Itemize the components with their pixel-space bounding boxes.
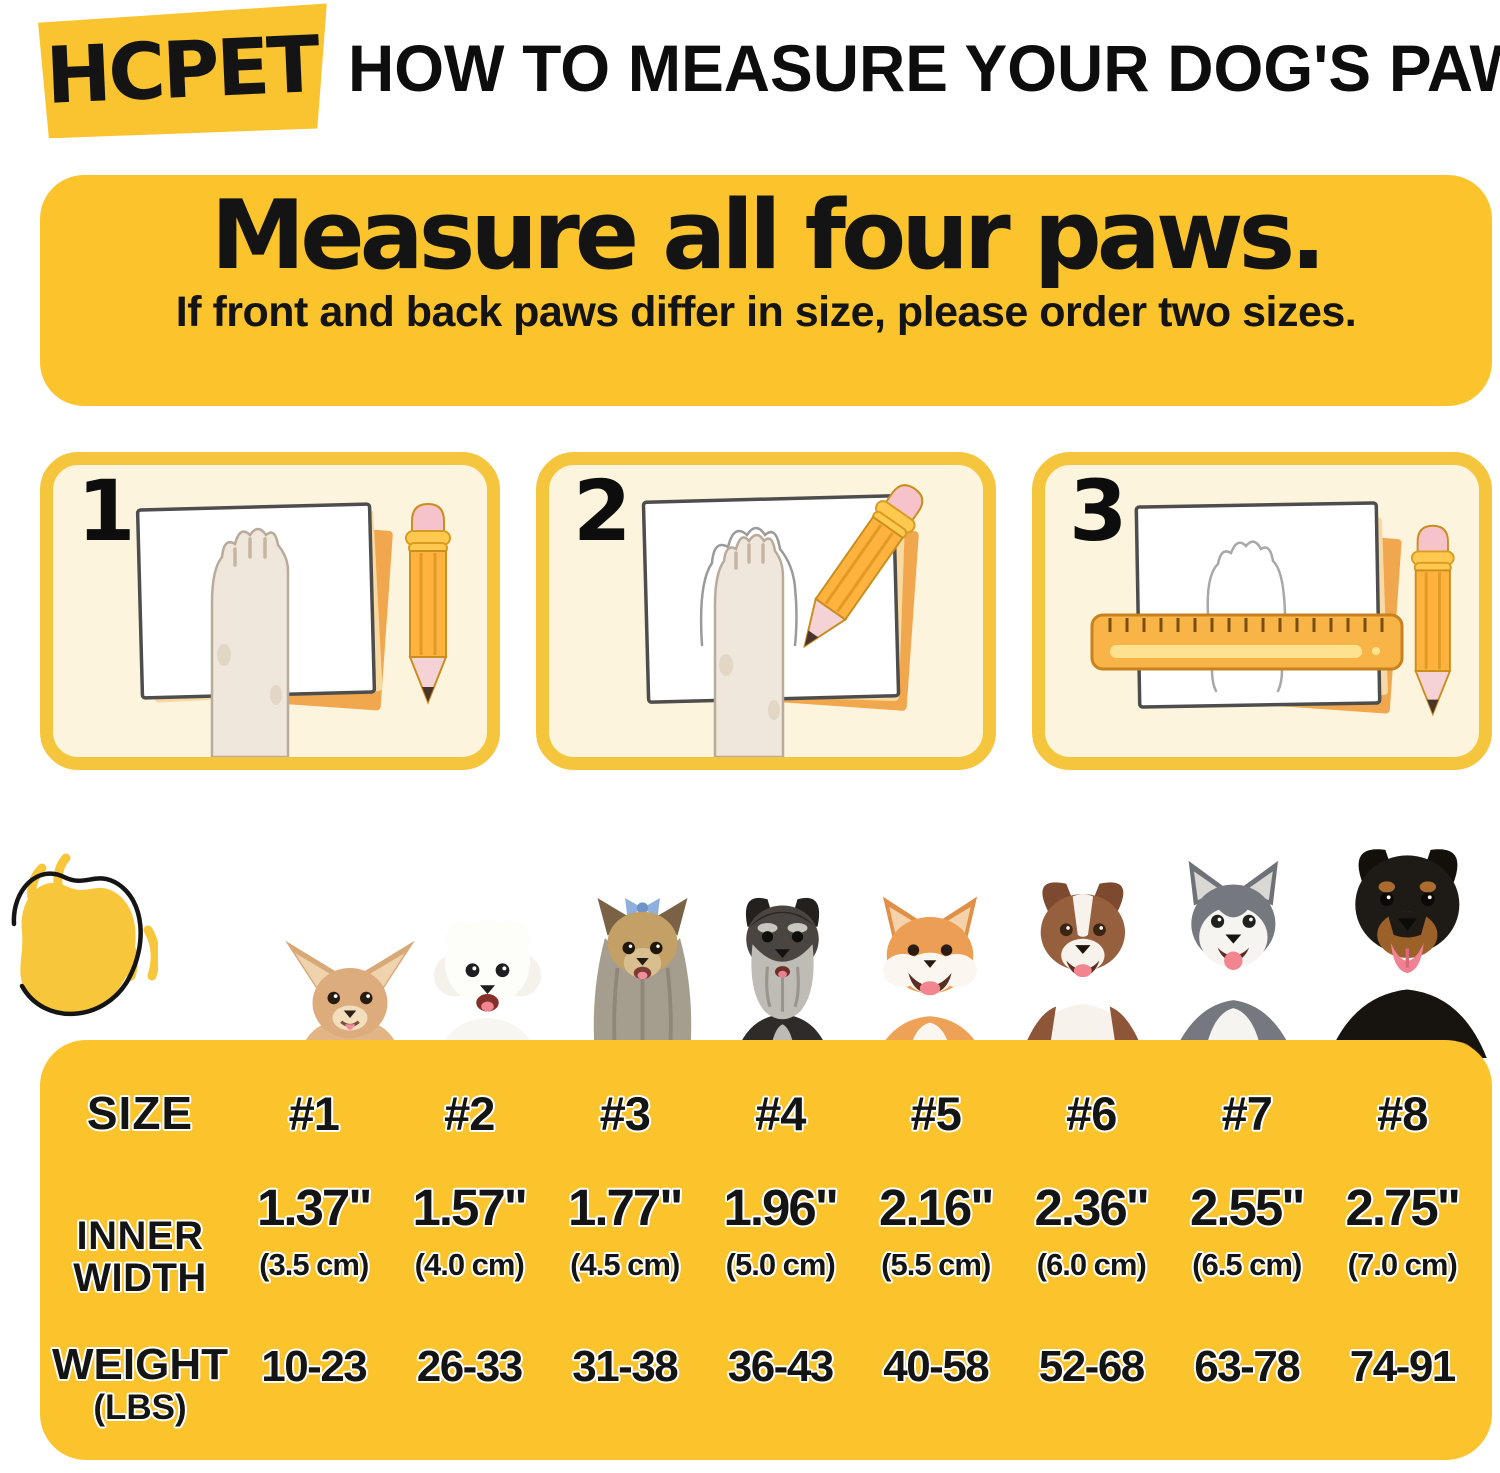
measuring-steps: 1 (40, 452, 1492, 770)
step-3-number: 3 (1069, 462, 1128, 560)
swoosh-decoration (11, 853, 158, 1017)
inner-width-value-3: 1.77" (4.5 cm) (568, 1179, 683, 1282)
inner-width-value-8: 2.75" (7.0 cm) (1345, 1179, 1461, 1282)
size-value-8: #8 (1377, 1086, 1428, 1140)
page-title: HOW TO MEASURE YOUR DOG'S PAWS (348, 31, 1500, 105)
hcpet-logo-text: HCPET (44, 20, 320, 122)
inner-width-value-1: 1.37" (3.5 cm) (257, 1179, 372, 1282)
inner-width-value-2: 1.57" (4.0 cm) (412, 1179, 528, 1282)
inner-width-value-7: 2.55" (6.5 cm) (1190, 1179, 1305, 1282)
size-value-2: #2 (444, 1086, 495, 1140)
size-value-5: #5 (910, 1086, 962, 1140)
dog-photo-bichon-frise (433, 920, 542, 1058)
paw-icon (210, 527, 290, 757)
dog-breed-lineup (0, 828, 1500, 1058)
inner-width-label-line1: INNER (76, 1214, 204, 1258)
weight-value-4: 36-43 (727, 1342, 835, 1391)
weight-value-5: 40-58 (883, 1342, 990, 1391)
weight-value-1: 10-23 (261, 1342, 368, 1391)
pencil-icon (803, 484, 924, 649)
step-1-illustration-paw-on-paper (135, 502, 451, 757)
dog-photo-australian-shepherd (1020, 882, 1146, 1058)
dog-photo-shiba-inu (875, 896, 985, 1057)
size-chart-table: SIZE #1 #2 #3 #4 #5 #6 #7 #8 INNER WIDTH… (40, 1040, 1492, 1460)
ruler-icon (1090, 613, 1404, 671)
step-1-number: 1 (77, 462, 136, 560)
measure-banner: Measure all four paws. If front and back… (40, 175, 1492, 406)
step-card-3: 3 (1032, 452, 1492, 770)
traced-outline (1206, 540, 1287, 693)
step-2-number: 2 (573, 462, 632, 560)
pencil-icon (405, 502, 451, 705)
traced-outline (699, 526, 798, 647)
step-3-illustration-measure-outline (1090, 501, 1455, 717)
hcpet-logo: HCPET (35, 3, 329, 138)
weight-value-6: 52-68 (1038, 1342, 1146, 1391)
step-card-2: 2 (536, 452, 996, 770)
weight-row-label: WEIGHT (LBS) (52, 1340, 228, 1428)
inner-width-label-line2: WIDTH (73, 1256, 207, 1300)
paper-stack-icon (1134, 501, 1402, 714)
dog-photo-yorkshire-terrier (593, 898, 692, 1058)
paw-icon (713, 533, 785, 757)
pencil-icon (1410, 524, 1455, 717)
banner-subheading: If front and back paws differ in size, p… (175, 287, 1357, 336)
step-card-1: 1 (40, 452, 500, 770)
weight-label-line2: (LBS) (93, 1388, 187, 1428)
weight-value-3: 31-38 (572, 1342, 679, 1391)
weight-value-7: 63-78 (1194, 1342, 1301, 1391)
weight-value-2: 26-33 (416, 1342, 524, 1391)
weight-label-line1: WEIGHT (52, 1340, 228, 1389)
banner-heading: Measure all four paws. (210, 181, 1327, 291)
inner-width-value-5: 2.16" (5.5 cm) (879, 1179, 994, 1282)
weight-value-8: 74-91 (1349, 1342, 1457, 1391)
size-value-4: #4 (755, 1086, 806, 1140)
dog-photo-miniature-schnauzer (735, 897, 830, 1057)
inner-width-value-4: 1.96" (5.0 cm) (723, 1179, 839, 1282)
inner-width-value-6: 2.36" (6.0 cm) (1034, 1179, 1150, 1282)
size-value-7: #7 (1221, 1086, 1273, 1140)
step-2-illustration-trace-paw (641, 484, 924, 757)
size-value-3: #3 (599, 1086, 651, 1140)
dog-photo-rottweiler (1327, 849, 1487, 1058)
size-value-1: #1 (288, 1086, 340, 1140)
inner-width-row-label: INNER WIDTH (73, 1215, 207, 1299)
size-value-6: #6 (1066, 1086, 1117, 1140)
size-row-label: SIZE (86, 1086, 194, 1139)
dog-photo-siberian-husky (1172, 860, 1294, 1056)
